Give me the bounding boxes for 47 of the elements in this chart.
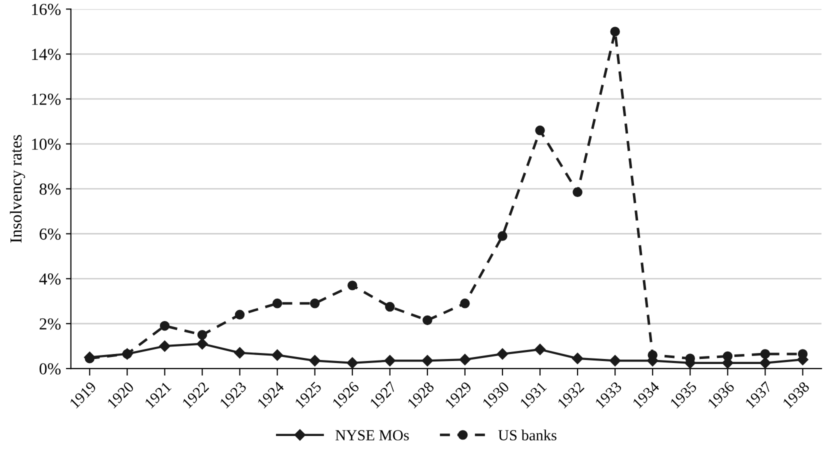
point: [422, 315, 432, 326]
point: [309, 355, 320, 366]
point: [460, 298, 470, 308]
point: [609, 355, 621, 366]
legend-label: NYSE MOs: [336, 430, 409, 440]
point: [272, 298, 282, 308]
point: [384, 355, 396, 366]
point: [197, 330, 208, 340]
point: [760, 357, 771, 369]
y-tick-label: 0%: [40, 363, 61, 375]
point: [122, 349, 132, 359]
y-tick-label: 2%: [40, 318, 61, 330]
point: [760, 349, 770, 359]
point: [196, 338, 208, 350]
y-axis-title: Insolvency rates: [10, 135, 26, 243]
y-tick-label: 10%: [32, 138, 61, 150]
y-tick-label: 4%: [39, 273, 61, 285]
point: [234, 310, 245, 320]
point: [459, 354, 471, 366]
y-tick-label: 14%: [32, 48, 61, 60]
x-tick-label: 1931: [520, 381, 547, 409]
point: [272, 349, 283, 361]
y-tick-label: 16%: [32, 4, 61, 16]
point: [534, 344, 546, 356]
point: [385, 302, 395, 312]
y-tick-label: 8%: [40, 184, 61, 195]
point: [160, 321, 170, 331]
point: [572, 187, 582, 198]
point: [234, 347, 246, 358]
y-tick-label: 12%: [32, 94, 61, 105]
point: [648, 350, 658, 360]
point: [496, 348, 508, 360]
point: [348, 280, 358, 290]
point: [422, 355, 434, 366]
point: [498, 231, 508, 241]
y-tick-label: 6%: [40, 228, 61, 240]
point: [535, 126, 545, 136]
point: [346, 357, 358, 369]
point: [798, 349, 808, 359]
point: [310, 298, 320, 308]
point: [722, 351, 733, 362]
point: [610, 26, 620, 36]
point: [84, 354, 95, 364]
x-tick-label: 1921: [144, 381, 172, 409]
legend-label: US banks: [498, 430, 556, 440]
point: [572, 352, 584, 364]
point: [159, 340, 170, 352]
